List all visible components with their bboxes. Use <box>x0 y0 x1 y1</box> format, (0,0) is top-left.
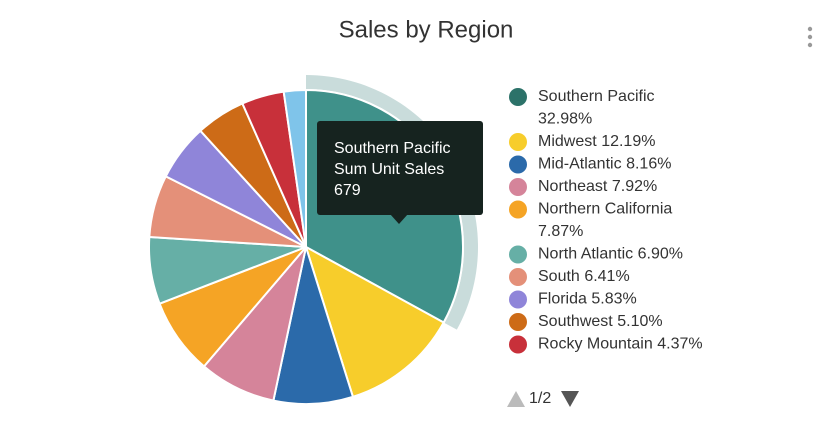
legend-label: Northeast <box>538 178 608 195</box>
legend-swatch <box>509 200 527 219</box>
legend-label: Southwest <box>538 313 613 330</box>
legend-label: Northern California <box>538 201 672 218</box>
legend-value: 5.10% <box>617 313 662 330</box>
legend-swatch <box>509 268 527 286</box>
pie-slice <box>282 88 307 248</box>
tooltip-arrow <box>390 214 408 224</box>
legend-next[interactable] <box>561 391 579 407</box>
menu-dot <box>807 26 813 32</box>
tooltip-box <box>317 121 483 215</box>
legend-value: 7.92% <box>612 178 657 195</box>
legend-value: 7.87% <box>538 223 583 240</box>
legend-swatch <box>509 155 527 174</box>
legend-label: North Atlantic <box>538 246 633 263</box>
legend: Southern Pacific 32.98% Midwest 12.19% Mid-A… <box>509 88 703 354</box>
legend-swatch <box>509 313 527 331</box>
legend-swatch <box>509 245 527 264</box>
legend-value: 8.16% <box>626 156 671 173</box>
legend-swatch <box>509 88 527 106</box>
legend-value: 6.41% <box>584 268 629 285</box>
pie-slice <box>304 244 446 399</box>
legend-swatch <box>509 290 527 309</box>
legend-label: Southern Pacific <box>538 88 655 105</box>
tooltip-value: 679 <box>334 182 361 199</box>
legend-label: Rocky Mountain <box>538 336 653 353</box>
legend-value: 32.98% <box>538 111 592 128</box>
legend-label: Midwest <box>538 133 597 150</box>
menu-dot <box>807 34 813 40</box>
legend-swatch <box>509 335 527 354</box>
legend-value: 12.19% <box>601 133 655 150</box>
chart-title: Sales by Region <box>339 16 514 43</box>
tooltip-measure: Sum Unit Sales <box>334 161 444 178</box>
legend-value: 4.37% <box>657 336 702 353</box>
legend-prev[interactable] <box>507 391 525 407</box>
legend-label: Florida <box>538 291 587 308</box>
legend-page: 1/2 <box>529 390 551 407</box>
menu-button[interactable] <box>807 26 813 48</box>
legend-value: 6.90% <box>638 246 683 263</box>
legend-value: 5.83% <box>591 291 636 308</box>
tooltip: Southern Pacific Sum Unit Sales 679 <box>317 121 483 224</box>
menu-dot <box>807 42 813 48</box>
tooltip-category: Southern Pacific <box>334 140 451 157</box>
legend-swatch <box>509 178 527 196</box>
legend-label: South <box>538 268 580 285</box>
legend-swatch <box>509 133 527 151</box>
legend-label: Mid-Atlantic <box>538 156 622 173</box>
